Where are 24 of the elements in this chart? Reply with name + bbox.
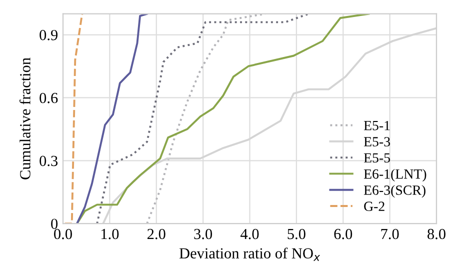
y-tick-label: 0.3	[40, 156, 58, 166]
legend-label: E6-1(LNT)	[364, 168, 426, 182]
x-tick-label: 5.0	[288, 228, 306, 240]
line-series	[96, 14, 310, 224]
line-series	[76, 14, 148, 224]
x-tick-label: 1.0	[101, 228, 119, 240]
legend-label: G-2	[364, 202, 384, 212]
x-tick-label: 0.0	[54, 228, 72, 240]
x-tick-label: 3.0	[194, 228, 212, 240]
legend-label: E5-1	[364, 120, 390, 130]
x-tick-label: 7.0	[381, 228, 399, 240]
y-tick-label: 0.9	[40, 30, 58, 40]
x-tick-label: 6.0	[334, 228, 352, 240]
x-axis-title: Deviation ratio of NO$_{x}$	[179, 248, 320, 261]
line-series	[146, 14, 266, 224]
x-tick-label: 8.0	[428, 228, 446, 240]
y-tick-label: 0.6	[40, 92, 58, 104]
legend-label: E6-3(SCR)	[364, 185, 426, 198]
legend-label: E5-3	[364, 137, 390, 146]
legend-label: E5-5	[364, 153, 390, 163]
y-tick-label: 0	[51, 218, 58, 230]
x-tick-label: 4.0	[240, 228, 259, 240]
y-axis-title: Cumulative fraction	[19, 58, 30, 180]
x-tick-label: 2.0	[147, 228, 166, 240]
